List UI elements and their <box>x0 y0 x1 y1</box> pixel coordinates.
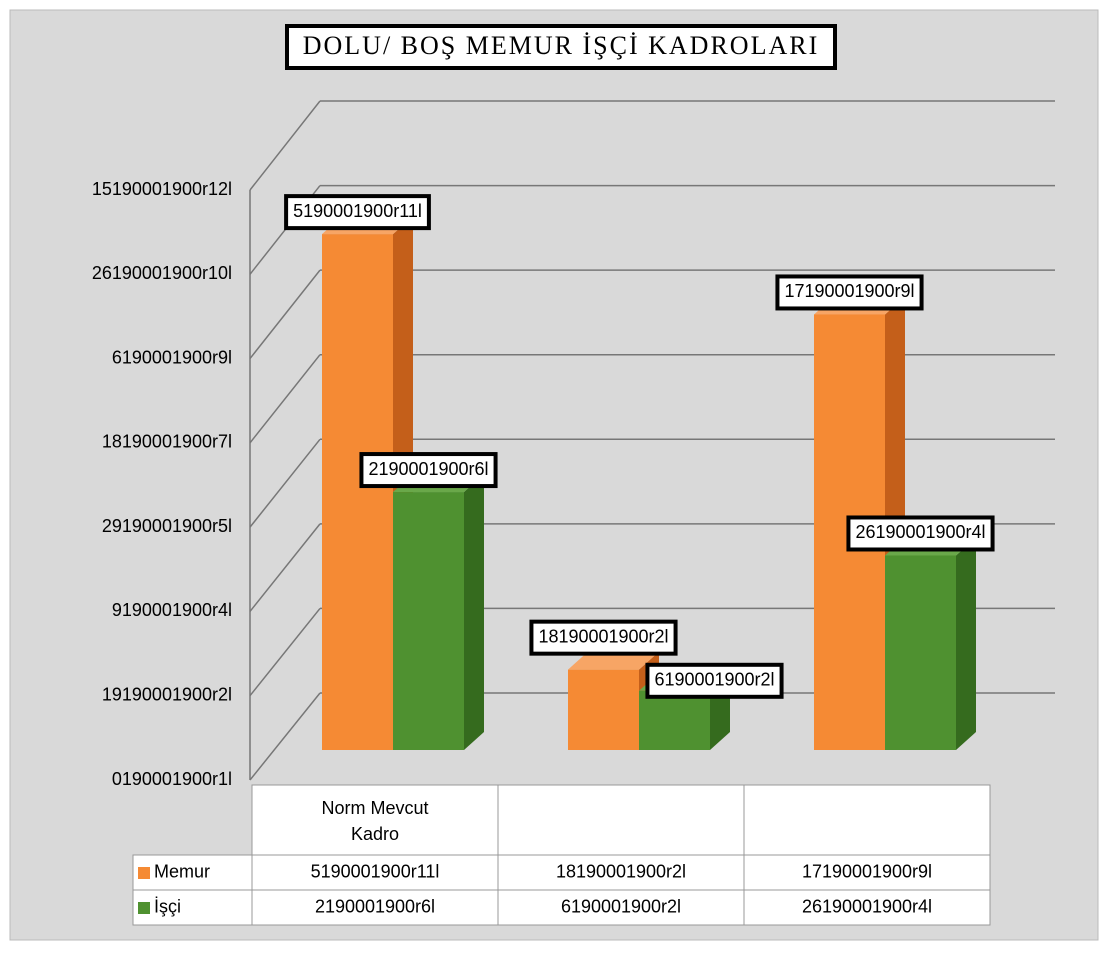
table-cell: 17190001900r9l <box>802 861 932 881</box>
grid-line <box>249 354 321 444</box>
grid-line <box>249 692 321 781</box>
x-tick-label-line: Kadro <box>351 824 399 844</box>
y-tick-label: 0190001900r1l <box>112 769 232 789</box>
chart-title: DOLU/ BOŞ MEMUR İŞÇİ KADROLARI <box>303 31 819 60</box>
table-cell: 18190001900r2l <box>556 861 686 881</box>
data-label-box <box>645 662 784 699</box>
x-tick-label: Norm Mevcut Kadro <box>321 798 428 844</box>
data-label: 18190001900r2l <box>538 626 668 646</box>
y-tick-label: 18190001900r7l <box>102 432 232 452</box>
y-tick-label: 9190001900r4l <box>112 600 232 620</box>
bar-top <box>568 651 659 670</box>
bar <box>885 555 956 750</box>
y-tick-label: 6190001900r9l <box>112 347 232 367</box>
title-box <box>285 24 837 70</box>
bar <box>639 690 710 750</box>
grid-line <box>249 269 321 360</box>
bar <box>322 234 393 751</box>
y-tick-label: 19190001900r2l <box>102 684 232 704</box>
data-label-box <box>359 452 498 489</box>
legend-swatch <box>138 902 150 914</box>
data-label-box <box>775 274 924 311</box>
legend-label: İşçi <box>154 896 181 916</box>
data-label-box <box>284 194 431 231</box>
bar <box>568 669 639 750</box>
table-cell: 2190001900r6l <box>315 896 435 916</box>
data-label: 17190001900r9l <box>784 281 914 301</box>
y-tick-label: 29190001900r5l <box>102 516 232 536</box>
data-label: 26190001900r4l <box>855 522 985 542</box>
y-tick-label: 26190001900r10l <box>92 263 232 283</box>
grid-line <box>249 523 321 612</box>
data-label-box <box>846 515 995 552</box>
y-tick-label: 15190001900r12l <box>92 179 232 199</box>
table-cell: 6190001900r2l <box>561 896 681 916</box>
bar-side <box>464 474 484 750</box>
data-label: 2190001900r6l <box>368 459 488 479</box>
legend-label: Memur <box>154 861 210 881</box>
bar <box>393 492 464 750</box>
bar-side <box>956 537 976 750</box>
grid-line <box>249 607 321 697</box>
grid-line <box>249 100 321 191</box>
x-tick-label-line: Norm Mevcut <box>321 798 428 818</box>
data-label: 6190001900r2l <box>654 670 774 690</box>
table-cell: 5190001900r11l <box>311 861 440 881</box>
data-label: 5190001900r11l <box>293 201 422 221</box>
table-cell: 26190001900r4l <box>802 896 932 916</box>
data-table: Norm Mevcut Kadro 5190001900r11l 2190001900… <box>132 784 991 926</box>
data-label-box <box>529 619 678 656</box>
grid-line <box>249 438 321 528</box>
legend-swatch <box>138 867 150 879</box>
